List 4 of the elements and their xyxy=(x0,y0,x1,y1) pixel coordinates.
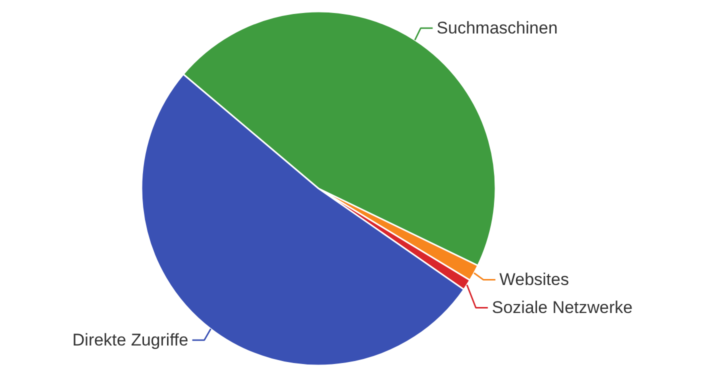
slice-label: Soziale Netzwerke xyxy=(492,298,633,318)
slice-label: Suchmaschinen xyxy=(436,18,558,38)
slice-label: Websites xyxy=(499,270,569,290)
slice-label: Direkte Zugriffe xyxy=(72,330,188,350)
